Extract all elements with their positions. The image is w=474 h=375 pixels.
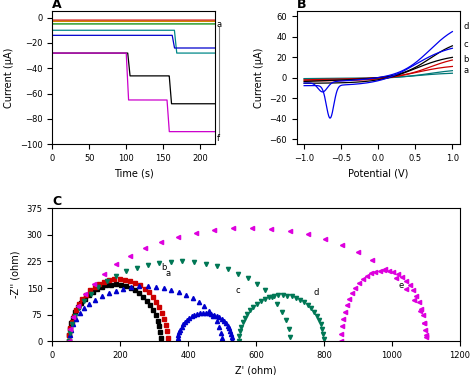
Text: C: C bbox=[52, 195, 61, 208]
Text: A: A bbox=[52, 0, 62, 11]
Text: f: f bbox=[217, 135, 220, 144]
Text: b: b bbox=[463, 55, 468, 64]
X-axis label: Potential (V): Potential (V) bbox=[348, 169, 409, 178]
Text: a: a bbox=[166, 268, 171, 278]
Text: d: d bbox=[463, 22, 468, 31]
X-axis label: Time (s): Time (s) bbox=[114, 169, 154, 178]
Y-axis label: -Z'' (ohm): -Z'' (ohm) bbox=[11, 251, 21, 298]
X-axis label: Z' (ohm): Z' (ohm) bbox=[235, 366, 277, 375]
Text: B: B bbox=[297, 0, 306, 11]
Text: c: c bbox=[463, 39, 468, 48]
Y-axis label: Current (μA): Current (μA) bbox=[4, 48, 14, 108]
Text: a: a bbox=[463, 66, 468, 75]
Text: c: c bbox=[236, 286, 240, 296]
Text: d: d bbox=[314, 288, 319, 297]
Y-axis label: Current (μA): Current (μA) bbox=[254, 48, 264, 108]
Text: a: a bbox=[217, 20, 222, 29]
Text: b: b bbox=[161, 263, 166, 272]
Text: e: e bbox=[399, 281, 404, 290]
